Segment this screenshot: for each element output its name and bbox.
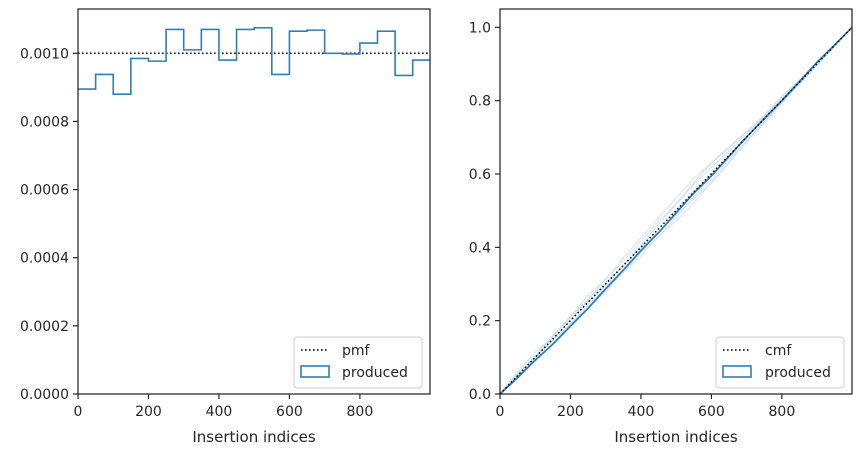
right-x-axis-label: Insertion indices	[614, 428, 737, 446]
left-y-axis: 0.0000 0.0002 0.0004 0.0006 0.0008 0.0010	[20, 46, 78, 403]
left-x-tick-label: 200	[135, 404, 162, 420]
right-background-curve	[499, 26, 853, 395]
right-x-tick-label: 200	[557, 404, 584, 420]
right-legend-produced-swatch	[722, 365, 752, 378]
right-cmf-line	[499, 26, 853, 395]
right-legend-cmf-label: cmf	[765, 343, 792, 359]
right-y-tick-label: 0.2	[469, 314, 491, 330]
right-y-tick-label: 0.0	[469, 387, 491, 403]
left-chart-panel: 0.0000 0.0002 0.0004 0.0006 0.0008 0.0010 0 20…	[20, 8, 431, 446]
left-produced-step-line	[78, 26, 430, 95]
left-x-axis: 0 200 400 600 800	[74, 394, 374, 420]
left-y-tick-label: 0.0010	[20, 46, 69, 62]
left-legend-pmf-label: pmf	[342, 343, 371, 359]
right-legend-produced-label: produced	[765, 365, 831, 381]
right-y-tick-label: 0.6	[469, 167, 491, 183]
right-y-tick-label: 0.8	[469, 94, 491, 110]
left-y-tick-label: 0.0008	[20, 114, 69, 130]
left-legend-produced-swatch	[300, 365, 330, 378]
left-x-axis-label: Insertion indices	[192, 428, 315, 446]
right-x-tick-label: 800	[769, 404, 796, 420]
left-legend: pmf produced	[293, 336, 423, 389]
left-x-tick-label: 0	[74, 404, 83, 420]
left-y-tick-label: 0.0002	[20, 319, 69, 335]
left-y-tick-label: 0.0004	[20, 251, 69, 267]
right-x-tick-label: 0	[496, 404, 505, 420]
left-y-tick-label: 0.0000	[20, 387, 69, 403]
right-axes-frame	[499, 8, 853, 395]
right-x-tick-label: 600	[698, 404, 725, 420]
right-y-tick-label: 0.4	[469, 240, 491, 256]
right-x-axis: 0 200 400 600 800	[496, 394, 796, 420]
right-y-axis: 0.0 0.2 0.4 0.6 0.8 1.0	[469, 20, 500, 403]
left-x-tick-label: 800	[347, 404, 374, 420]
left-legend-produced-label: produced	[342, 365, 408, 381]
right-y-tick-label: 1.0	[469, 20, 491, 36]
left-x-tick-label: 600	[276, 404, 303, 420]
right-legend: cmf produced	[715, 336, 845, 389]
left-x-tick-label: 400	[206, 404, 233, 420]
right-chart-panel: 0.0 0.2 0.4 0.6 0.8 1.0 0 200 400 600 800 Inserti…	[469, 8, 853, 446]
right-x-tick-label: 400	[628, 404, 655, 420]
left-axes-frame	[77, 8, 431, 395]
left-y-tick-label: 0.0006	[20, 183, 69, 199]
